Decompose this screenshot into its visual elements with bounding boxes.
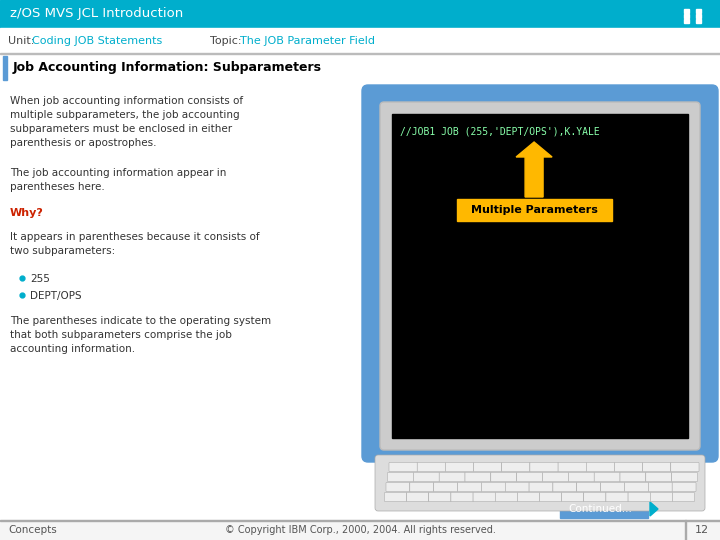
- FancyBboxPatch shape: [562, 492, 584, 502]
- Bar: [392, 114, 688, 438]
- FancyBboxPatch shape: [417, 462, 446, 471]
- FancyBboxPatch shape: [457, 483, 482, 491]
- Text: Why?: Why?: [10, 208, 44, 218]
- Polygon shape: [516, 142, 552, 197]
- FancyBboxPatch shape: [553, 483, 577, 491]
- FancyBboxPatch shape: [429, 492, 451, 502]
- Bar: [696, 14, 701, 18]
- Text: z/OS MVS JCL Introduction: z/OS MVS JCL Introduction: [10, 8, 184, 21]
- Text: The JOB Parameter Field: The JOB Parameter Field: [240, 36, 375, 46]
- FancyBboxPatch shape: [389, 462, 417, 471]
- FancyBboxPatch shape: [646, 472, 672, 482]
- FancyBboxPatch shape: [387, 472, 413, 482]
- Bar: [0, 0, 720, 28]
- FancyBboxPatch shape: [606, 492, 628, 502]
- Bar: [560, 500, 648, 518]
- FancyBboxPatch shape: [628, 492, 650, 502]
- FancyBboxPatch shape: [433, 483, 457, 491]
- Bar: [0, 54, 720, 82]
- Bar: [0, 28, 720, 54]
- FancyBboxPatch shape: [530, 462, 558, 471]
- FancyBboxPatch shape: [584, 492, 606, 502]
- Bar: [684, 14, 689, 18]
- Bar: [684, 9, 689, 13]
- Text: The job accounting information appear in
parentheses here.: The job accounting information appear in…: [10, 168, 226, 192]
- FancyBboxPatch shape: [384, 492, 407, 502]
- FancyBboxPatch shape: [491, 472, 517, 482]
- FancyBboxPatch shape: [380, 102, 700, 450]
- Text: The parentheses indicate to the operating system
that both subparameters compris: The parentheses indicate to the operatin…: [10, 316, 271, 354]
- FancyBboxPatch shape: [482, 483, 505, 491]
- FancyBboxPatch shape: [413, 472, 439, 482]
- Text: Continued...: Continued...: [568, 504, 632, 514]
- Bar: [0, 520, 720, 540]
- FancyBboxPatch shape: [529, 483, 553, 491]
- FancyBboxPatch shape: [465, 472, 491, 482]
- Bar: [684, 19, 689, 23]
- FancyBboxPatch shape: [375, 455, 705, 511]
- FancyBboxPatch shape: [577, 483, 600, 491]
- Bar: [456, 199, 611, 221]
- Text: 12: 12: [695, 525, 709, 535]
- FancyBboxPatch shape: [473, 492, 495, 502]
- Text: //JOB1 JOB (255,'DEPT/OPS'),K.YALE: //JOB1 JOB (255,'DEPT/OPS'),K.YALE: [400, 127, 600, 137]
- FancyBboxPatch shape: [620, 472, 646, 482]
- Bar: [0, 53, 720, 54]
- Text: Coding JOB Statements: Coding JOB Statements: [32, 36, 162, 46]
- Text: Multiple Parameters: Multiple Parameters: [471, 205, 598, 215]
- FancyBboxPatch shape: [474, 462, 502, 471]
- FancyBboxPatch shape: [650, 492, 672, 502]
- FancyBboxPatch shape: [594, 472, 620, 482]
- FancyBboxPatch shape: [558, 462, 586, 471]
- FancyBboxPatch shape: [439, 472, 465, 482]
- Text: Unit:: Unit:: [8, 36, 35, 46]
- FancyBboxPatch shape: [446, 462, 474, 471]
- FancyBboxPatch shape: [614, 462, 643, 471]
- Text: Job Accounting Information: Subparameters: Job Accounting Information: Subparameter…: [13, 62, 322, 75]
- Bar: [3, 56, 7, 80]
- FancyBboxPatch shape: [648, 483, 672, 491]
- Text: 255: 255: [30, 274, 50, 284]
- Polygon shape: [650, 502, 658, 516]
- Bar: [696, 19, 701, 23]
- Text: Concepts: Concepts: [8, 525, 57, 535]
- FancyBboxPatch shape: [410, 483, 433, 491]
- FancyBboxPatch shape: [539, 492, 562, 502]
- FancyBboxPatch shape: [672, 483, 696, 491]
- Text: It appears in parentheses because it consists of
two subparameters:: It appears in parentheses because it con…: [10, 232, 260, 256]
- Text: DEPT/OPS: DEPT/OPS: [30, 291, 81, 301]
- FancyBboxPatch shape: [407, 492, 429, 502]
- FancyBboxPatch shape: [542, 472, 568, 482]
- Text: When job accounting information consists of
multiple subparameters, the job acco: When job accounting information consists…: [10, 96, 243, 148]
- FancyBboxPatch shape: [671, 462, 699, 471]
- FancyBboxPatch shape: [518, 492, 539, 502]
- FancyBboxPatch shape: [586, 462, 614, 471]
- Text: Topic:: Topic:: [210, 36, 241, 46]
- FancyBboxPatch shape: [451, 492, 473, 502]
- FancyBboxPatch shape: [672, 492, 695, 502]
- FancyBboxPatch shape: [568, 472, 594, 482]
- Text: © Copyright IBM Corp., 2000, 2004. All rights reserved.: © Copyright IBM Corp., 2000, 2004. All r…: [225, 525, 495, 535]
- FancyBboxPatch shape: [386, 483, 410, 491]
- FancyBboxPatch shape: [362, 85, 718, 462]
- FancyBboxPatch shape: [517, 472, 542, 482]
- FancyBboxPatch shape: [624, 483, 648, 491]
- FancyBboxPatch shape: [600, 483, 624, 491]
- FancyBboxPatch shape: [495, 492, 518, 502]
- FancyBboxPatch shape: [502, 462, 530, 471]
- FancyBboxPatch shape: [505, 483, 529, 491]
- FancyBboxPatch shape: [672, 472, 698, 482]
- Bar: [696, 9, 701, 13]
- FancyBboxPatch shape: [643, 462, 671, 471]
